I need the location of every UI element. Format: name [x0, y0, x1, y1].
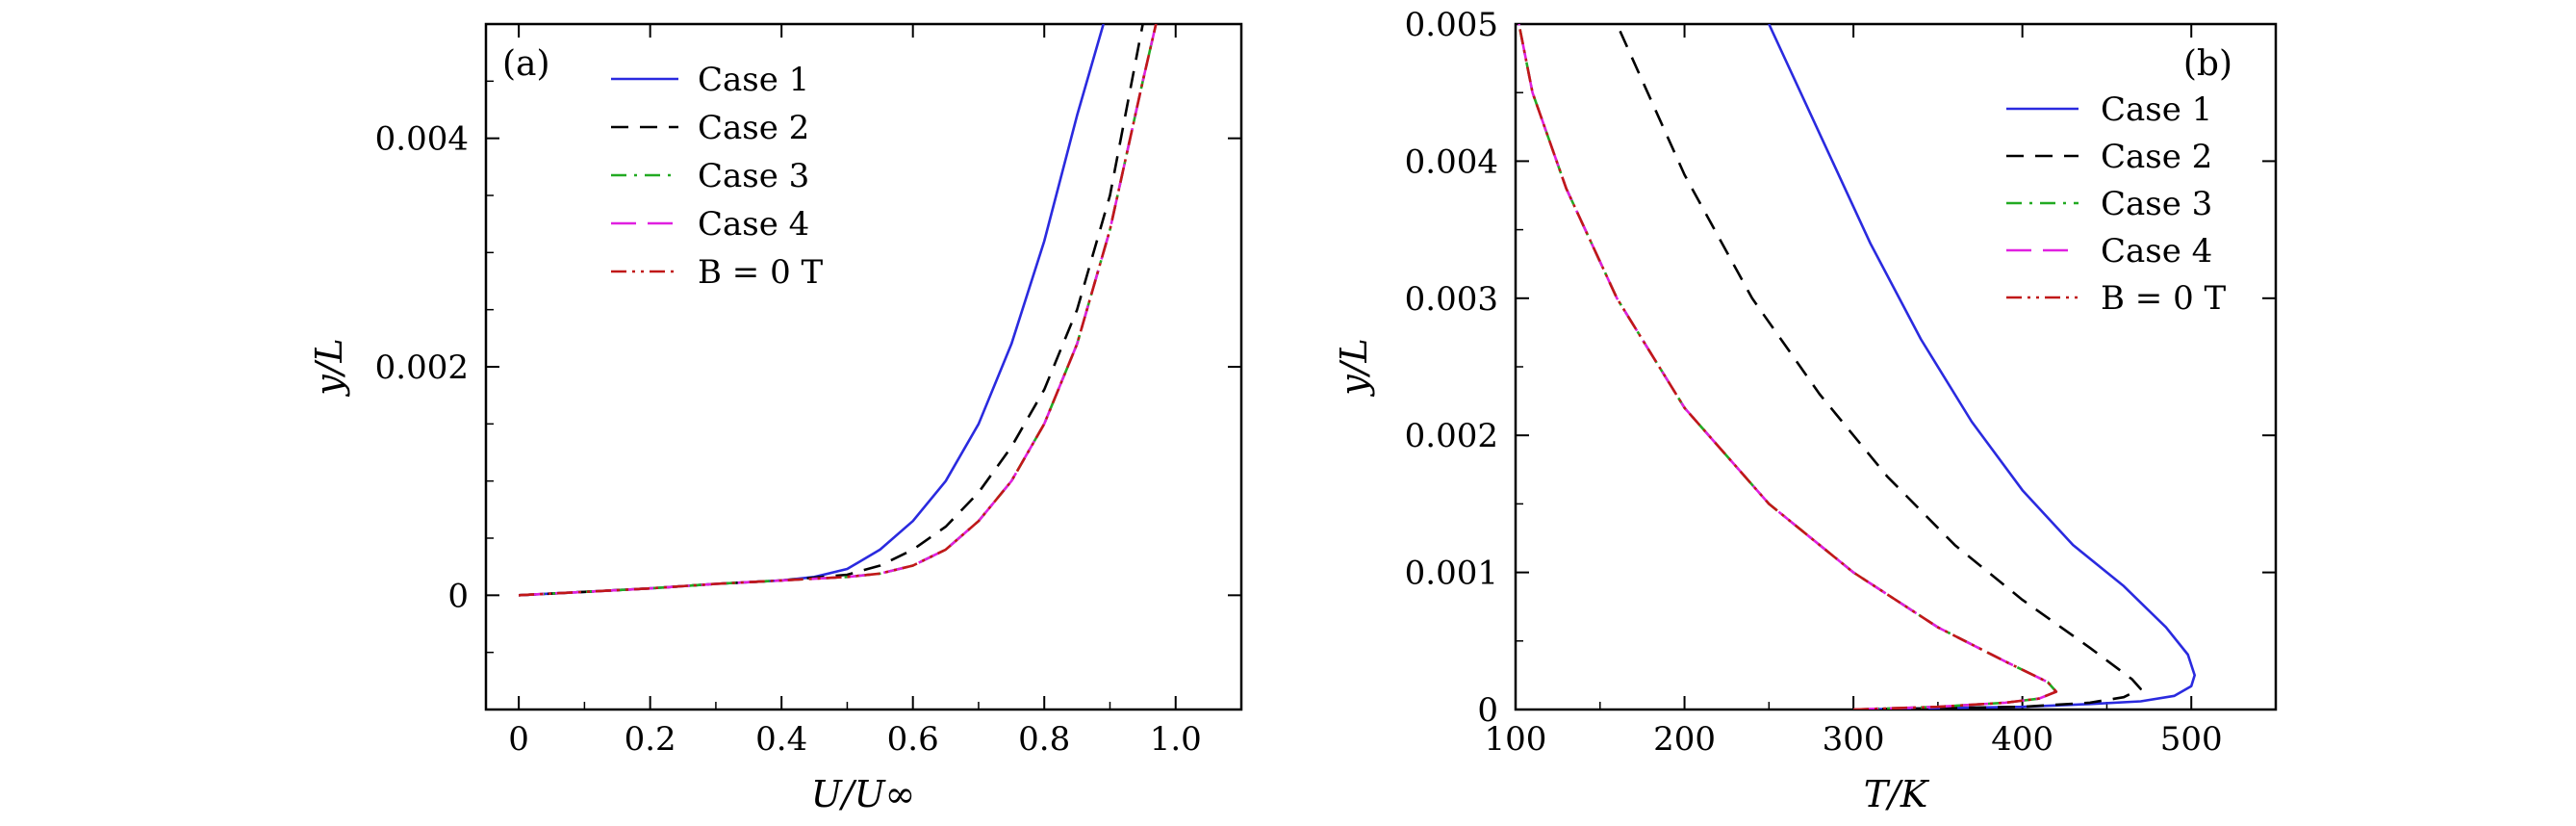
legend-label-b-5: B = 0 T	[2101, 279, 2227, 318]
y-axis-title-a: y/L	[308, 338, 350, 398]
legend-label-b-2: Case 2	[2101, 138, 2212, 176]
series-lines-b	[1518, 24, 2196, 710]
y-tick-label-b: 0.004	[1405, 142, 1498, 181]
axis-ticks-b: 100 200 300 400 500 0 0.001 0.002 0.003 0.004 0.00…	[1405, 6, 2276, 759]
series-line-b-2	[1616, 24, 2142, 710]
legend-b: Case 1 Case 2 Case 3 Case 4 B = 0 T	[2006, 90, 2227, 318]
x-tick-label-b: 100	[1485, 720, 1547, 759]
legend-label-a-2: Case 2	[698, 109, 809, 147]
x-tick-label-a: 0.2	[625, 720, 676, 759]
y-tick-label-b: 0.002	[1405, 417, 1498, 455]
x-tick-label-b: 500	[2160, 720, 2223, 759]
series-line-a-3	[519, 24, 1158, 597]
y-tick-label-b: 0.001	[1405, 555, 1498, 593]
y-tick-label-b: 0.003	[1405, 280, 1498, 319]
panel-label-b: (b)	[2183, 44, 2232, 84]
x-tick-label-b: 200	[1653, 720, 1716, 759]
series-line-a-2	[519, 24, 1144, 597]
panel-b: 100 200 300 400 500 0 0.001 0.002 0.003 0.004 0.00…	[1333, 6, 2278, 815]
legend-label-a-4: Case 4	[698, 205, 809, 244]
y-tick-label-b: 0	[1477, 691, 1498, 730]
panel-label-a: (a)	[502, 44, 550, 84]
legend-label-b-3: Case 3	[2101, 185, 2212, 223]
series-line-a-4	[519, 24, 1158, 597]
y-tick-label-a: 0	[447, 577, 469, 615]
series-line-a-5	[519, 24, 1158, 597]
series-line-b-5	[1518, 24, 2058, 710]
y-axis-title-b: y/L	[1333, 338, 1375, 398]
x-tick-label-a: 0.8	[1018, 720, 1070, 759]
x-tick-label-a: 0.4	[755, 720, 807, 759]
legend-label-a-5: B = 0 T	[698, 253, 824, 292]
y-tick-label-a: 0.004	[375, 120, 469, 159]
legend-label-b-1: Case 1	[2101, 90, 2212, 129]
legend-label-a-1: Case 1	[698, 61, 809, 99]
x-tick-label-b: 400	[1991, 720, 2053, 759]
legend-label-b-4: Case 4	[2101, 232, 2212, 271]
series-lines-a	[519, 24, 1158, 597]
x-tick-label-a: 1.0	[1150, 720, 1202, 759]
x-axis-title-b: T/K	[1864, 773, 1930, 815]
x-tick-label-a: 0	[508, 720, 529, 759]
x-tick-label-b: 300	[1823, 720, 1885, 759]
x-tick-label-a: 0.6	[887, 720, 939, 759]
panel-a: 0 0.2 0.4 0.6 0.8 1.0 0 0.002 0.004 (a) U/U∞ y/L…	[308, 22, 1243, 815]
y-tick-label-a: 0.002	[375, 348, 469, 387]
plot-frame-a	[484, 22, 1243, 711]
series-line-b-3	[1518, 24, 2058, 710]
axis-ticks-a: 0 0.2 0.4 0.6 0.8 1.0 0 0.002 0.004	[375, 23, 1241, 759]
legend-a: Case 1 Case 2 Case 3 Case 4 B = 0 T	[611, 61, 824, 292]
legend-label-a-3: Case 3	[698, 157, 809, 195]
y-tick-label-b: 0.005	[1405, 6, 1498, 44]
series-line-b-1	[1768, 24, 2196, 710]
x-axis-title-a: U/U∞	[811, 773, 916, 815]
series-line-a-1	[519, 24, 1105, 597]
series-line-b-4	[1518, 24, 2058, 710]
